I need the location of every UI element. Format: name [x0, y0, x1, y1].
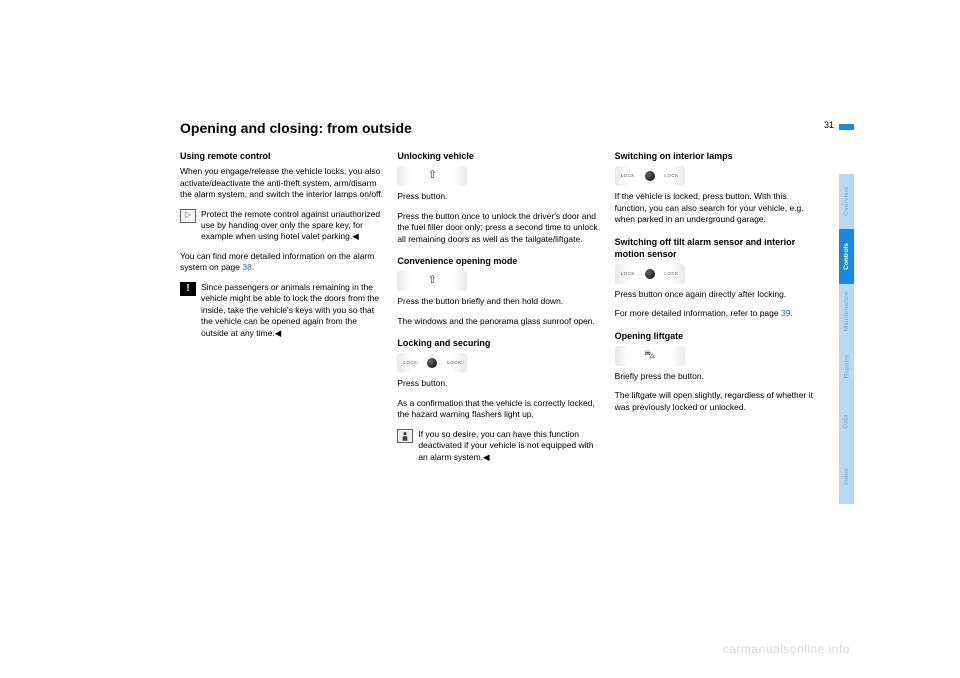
person-icon	[397, 429, 413, 443]
column-1: Using remote control When you engage/rel…	[180, 150, 385, 471]
para: Press the button briefly and then hold d…	[397, 296, 602, 307]
para: As a confirmation that the vehicle is co…	[397, 398, 602, 421]
para: Briefly press the button.	[615, 371, 820, 382]
lock-label: LOCK	[621, 173, 635, 179]
lock-label: LOCK	[621, 271, 635, 277]
unlock-arrow-icon: ⇧	[428, 168, 437, 183]
info-icon: ▷	[180, 209, 196, 223]
tab-label: Repairs	[843, 355, 850, 379]
side-tab-controls[interactable]: Controls	[839, 229, 854, 284]
note-text: If you so desire, you can have this func…	[418, 429, 602, 463]
remote-liftgate-button-image: ⛍	[615, 346, 685, 366]
tab-label: Data	[843, 414, 850, 428]
tab-label: Index	[843, 468, 850, 485]
warning-text: Since passengers or animals remaining in…	[201, 282, 385, 339]
remote-lock-button-image: LOCK LOCK	[615, 166, 685, 186]
side-tab-repairs[interactable]: Repairs	[839, 339, 854, 394]
heading-convenience: Convenience opening mode	[397, 255, 602, 267]
watermark: carmanualsonline.info	[723, 642, 850, 656]
page-content: Opening and closing: from outside Using …	[180, 120, 820, 471]
heading-interior-lamps: Switching on interior lamps	[615, 150, 820, 162]
page-link-38[interactable]: 38	[242, 262, 251, 272]
remote-unlock-button-image: ⇧	[397, 166, 467, 186]
text-columns: Using remote control When you engage/rel…	[180, 150, 820, 471]
tab-label: Controls	[843, 243, 850, 270]
para: When you engage/release the vehicle lock…	[180, 166, 385, 200]
para: Press button.	[397, 191, 602, 202]
heading-locking: Locking and securing	[397, 337, 602, 349]
side-tab-data[interactable]: Data	[839, 394, 854, 449]
unlock-arrow-icon: ⇧	[428, 273, 437, 288]
remote-lock-button-image: LOCK LOCK	[615, 264, 685, 284]
lock-label: LOCK	[403, 360, 417, 366]
para: The liftgate will open slightly, regardl…	[615, 390, 820, 413]
page-number: 31	[824, 120, 834, 130]
side-tab-index[interactable]: Index	[839, 449, 854, 504]
para: For more detailed information, refer to …	[615, 308, 820, 319]
side-tabs: Overview Controls Maintenance Repairs Data In…	[839, 174, 854, 504]
column-2: Unlocking vehicle ⇧ Press button. Press …	[397, 150, 602, 471]
lock-label: LOCK	[664, 173, 678, 179]
remote-unlock-button-image: ⇧	[397, 271, 467, 291]
para: You can find more detailed information o…	[180, 251, 385, 274]
button-dot-icon	[427, 358, 437, 368]
para: If the vehicle is locked, press button. …	[615, 191, 820, 225]
para: Press button.	[397, 378, 602, 389]
para: Press button once again directly after l…	[615, 289, 820, 300]
tab-label: Overview	[843, 187, 850, 216]
page-title: Opening and closing: from outside	[180, 120, 820, 136]
heading-using-remote: Using remote control	[180, 150, 385, 162]
lock-label: LOCK	[447, 360, 461, 366]
text: You can find more detailed information o…	[180, 251, 374, 272]
warning-block: ! Since passengers or animals remaining …	[180, 282, 385, 339]
note-block: ▷ Protect the remote control against una…	[180, 209, 385, 243]
heading-unlocking: Unlocking vehicle	[397, 150, 602, 162]
warning-icon: !	[180, 282, 196, 296]
heading-liftgate: Opening liftgate	[615, 330, 820, 342]
note-text: Protect the remote control against unaut…	[201, 209, 385, 243]
tab-label: Maintenance	[843, 292, 850, 331]
text: .	[252, 262, 254, 272]
button-dot-icon	[645, 171, 655, 181]
section-marker	[839, 124, 854, 130]
note-block: If you so desire, you can have this func…	[397, 429, 602, 463]
text: For more detailed information, refer to …	[615, 308, 781, 318]
car-icon: ⛍	[644, 348, 655, 363]
column-3: Switching on interior lamps LOCK LOCK If…	[615, 150, 820, 471]
remote-lock-button-image: LOCK LOCK	[397, 353, 467, 373]
lock-label: LOCK	[664, 271, 678, 277]
side-tab-overview[interactable]: Overview	[839, 174, 854, 229]
para: The windows and the panorama glass sunro…	[397, 316, 602, 327]
para: Press the button once to unlock the driv…	[397, 211, 602, 245]
side-tab-maintenance[interactable]: Maintenance	[839, 284, 854, 339]
text: .	[790, 308, 792, 318]
button-dot-icon	[645, 269, 655, 279]
heading-tilt-alarm: Switching off tilt alarm sensor and inte…	[615, 236, 820, 260]
